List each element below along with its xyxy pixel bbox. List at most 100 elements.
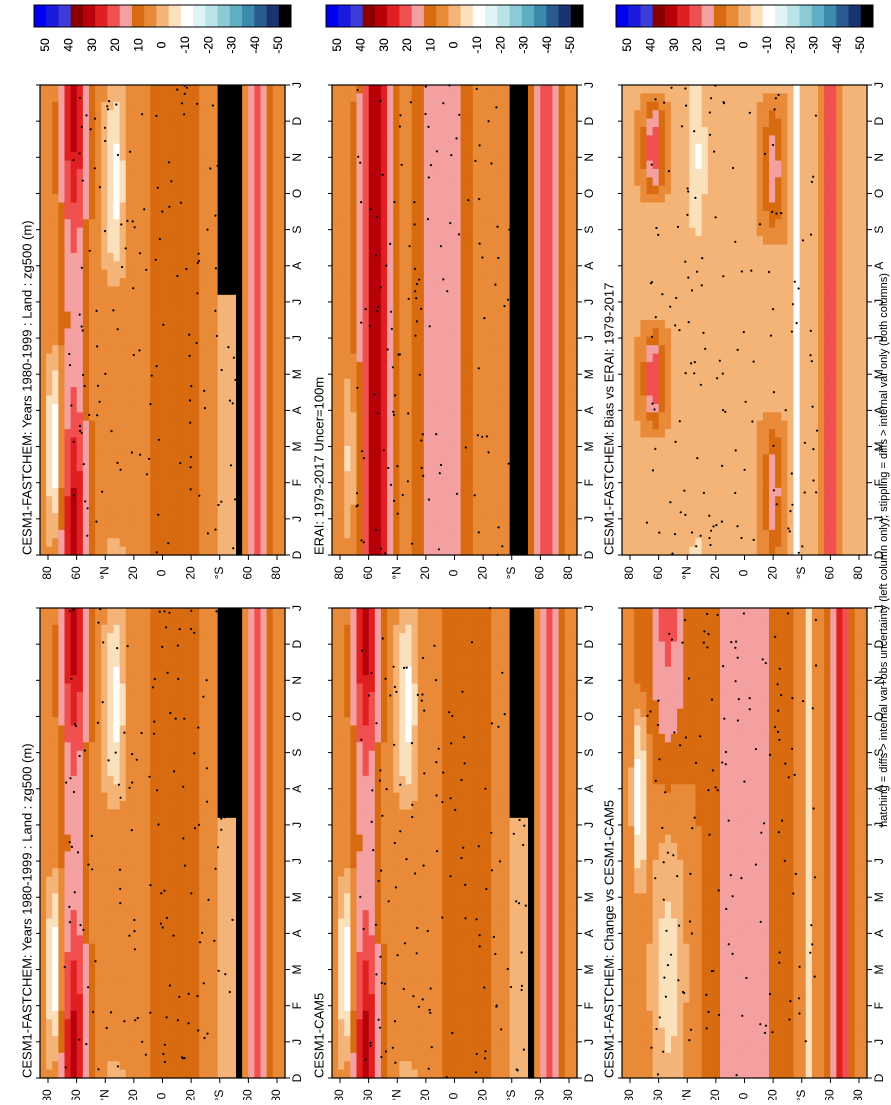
heatmap-cell	[120, 404, 127, 413]
heatmap-cell	[224, 851, 231, 860]
heatmap-cell	[138, 784, 145, 793]
heatmap-cell	[83, 412, 90, 421]
heatmap-cell	[107, 521, 114, 530]
heatmap-cell	[101, 952, 108, 961]
heatmap-cell	[58, 379, 65, 388]
heatmap-cell	[132, 135, 139, 144]
heatmap-cell	[193, 1070, 200, 1079]
heatmap-cell	[193, 742, 200, 751]
heatmap-cell	[230, 675, 237, 684]
heatmap-cell	[199, 203, 206, 212]
heatmap-cell	[71, 1019, 78, 1028]
heatmap-cell	[199, 135, 206, 144]
heatmap-cell	[175, 633, 182, 642]
heatmap-cell	[193, 521, 200, 530]
stipple-dot	[196, 103, 198, 105]
heatmap-cell	[236, 362, 243, 371]
heatmap-cell	[212, 471, 219, 480]
heatmap-cell	[95, 85, 102, 94]
heatmap-cell	[46, 278, 53, 287]
heatmap-cell	[144, 751, 151, 760]
heatmap-cell	[65, 521, 72, 530]
heatmap-cell	[212, 851, 219, 860]
heatmap-cell	[332, 85, 339, 94]
heatmap-cell	[83, 513, 90, 522]
heatmap-cell	[261, 633, 268, 642]
heatmap-cell	[205, 927, 212, 936]
heatmap-cell	[261, 1019, 268, 1028]
heatmap-cell	[95, 328, 102, 337]
heatmap-cell	[156, 530, 163, 539]
heatmap-cell	[71, 446, 78, 455]
heatmap-cell	[71, 684, 78, 693]
heatmap-cell	[163, 471, 170, 480]
heatmap-cell	[156, 851, 163, 860]
heatmap-cell	[230, 144, 237, 153]
heatmap-cell	[132, 742, 139, 751]
heatmap-cell	[58, 135, 65, 144]
heatmap-cell	[205, 203, 212, 212]
heatmap-cell	[187, 547, 194, 556]
heatmap-cell	[236, 1053, 243, 1062]
colorbar-label: -40	[248, 36, 262, 54]
heatmap-cell	[218, 734, 225, 743]
heatmap-cell	[46, 709, 53, 718]
heatmap-cell	[65, 885, 72, 894]
heatmap-cell	[83, 102, 90, 111]
heatmap-cell	[126, 278, 133, 287]
heatmap-cell	[83, 253, 90, 262]
heatmap-cell	[150, 261, 157, 270]
heatmap-cell	[242, 734, 249, 743]
heatmap-cell	[187, 219, 194, 228]
heatmap-cell	[230, 228, 237, 237]
heatmap-cell	[132, 675, 139, 684]
heatmap-cell	[236, 253, 243, 262]
heatmap-cell	[163, 826, 170, 835]
heatmap-cell	[65, 851, 72, 860]
x-tick-label: S	[290, 749, 304, 757]
heatmap-cell	[242, 471, 249, 480]
heatmap-cell	[199, 362, 206, 371]
heatmap-cell	[156, 471, 163, 480]
heatmap-cell	[46, 675, 53, 684]
x-tick-label: J	[290, 1039, 304, 1045]
heatmap-cell	[95, 362, 102, 371]
stipple-dot	[97, 722, 99, 724]
heatmap-cell	[132, 650, 139, 659]
heatmap-cell	[181, 977, 188, 986]
heatmap-cell	[83, 169, 90, 178]
heatmap-cell	[187, 194, 194, 203]
heatmap-cell	[169, 463, 176, 472]
heatmap-cell	[181, 809, 188, 818]
heatmap-cell	[65, 944, 72, 953]
heatmap-cell	[175, 658, 182, 667]
heatmap-cell	[150, 1002, 157, 1011]
heatmap-cell	[65, 784, 72, 793]
stipple-dot	[117, 1065, 119, 1067]
heatmap-cell	[144, 186, 151, 195]
heatmap-cell	[114, 412, 121, 421]
heatmap-cell	[156, 203, 163, 212]
heatmap-cell	[95, 935, 102, 944]
heatmap-cell	[58, 110, 65, 119]
heatmap-cell	[230, 1044, 237, 1053]
heatmap-cell	[77, 144, 84, 153]
stipple-dot	[139, 252, 141, 254]
heatmap-cell	[205, 616, 212, 625]
heatmap-cell	[212, 421, 219, 430]
heatmap-cell	[218, 1002, 225, 1011]
heatmap-cell	[242, 801, 249, 810]
heatmap-cell	[230, 505, 237, 514]
heatmap-cell	[224, 219, 231, 228]
heatmap-cell	[77, 835, 84, 844]
heatmap-cell	[267, 1019, 274, 1028]
heatmap-cell	[58, 977, 65, 986]
heatmap-cell	[65, 404, 72, 413]
stipple-dot	[155, 259, 157, 261]
heatmap-cell	[65, 429, 72, 438]
heatmap-cell	[181, 119, 188, 128]
heatmap-cell	[156, 438, 163, 447]
heatmap-cell	[95, 877, 102, 886]
heatmap-cell	[156, 194, 163, 203]
heatmap-cell	[150, 102, 157, 111]
